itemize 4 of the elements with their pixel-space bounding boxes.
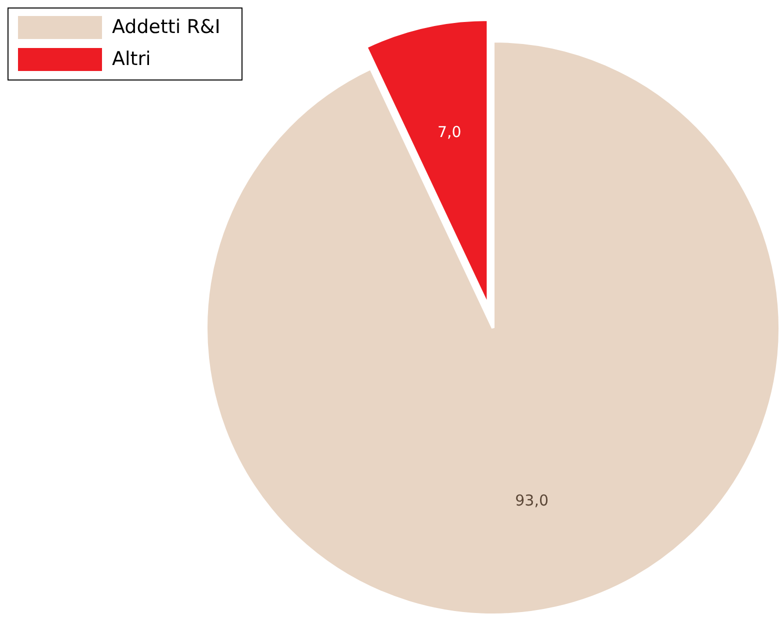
slice-label: Addetti R&I	[112, 16, 220, 38]
legend-label: Altri	[112, 48, 151, 70]
data-label: 7,0	[437, 122, 462, 141]
data-label: 93,0	[515, 492, 549, 510]
